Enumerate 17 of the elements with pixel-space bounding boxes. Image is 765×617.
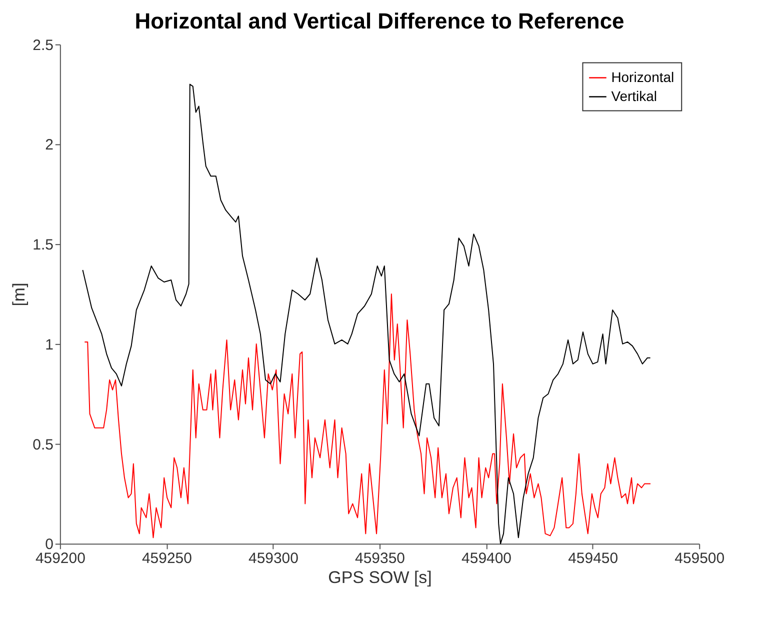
y-tick-label: 1.5 xyxy=(32,236,54,254)
legend-label: Horizontal xyxy=(611,68,674,85)
y-axis-title: [m] xyxy=(10,282,29,306)
chart-title: Horizontal and Vertical Difference to Reference xyxy=(134,8,624,34)
x-axis-title: GPS SOW [s] xyxy=(328,568,432,588)
x-tick-label: 459350 xyxy=(355,550,405,568)
x-tick-label: 459500 xyxy=(674,550,725,568)
x-tick-label: 459300 xyxy=(248,550,298,568)
line-series xyxy=(84,294,652,538)
x-tick-label: 459400 xyxy=(462,550,512,568)
y-tick-label: 2.5 xyxy=(32,36,54,54)
x-tick-label: 459250 xyxy=(142,550,192,568)
y-tick-label: 0.5 xyxy=(32,436,54,454)
legend-label: Vertikal xyxy=(611,88,658,104)
y-tick-label: 2 xyxy=(45,136,54,154)
y-tick-label: 1 xyxy=(45,336,54,354)
x-tick-label: 459450 xyxy=(568,550,618,568)
